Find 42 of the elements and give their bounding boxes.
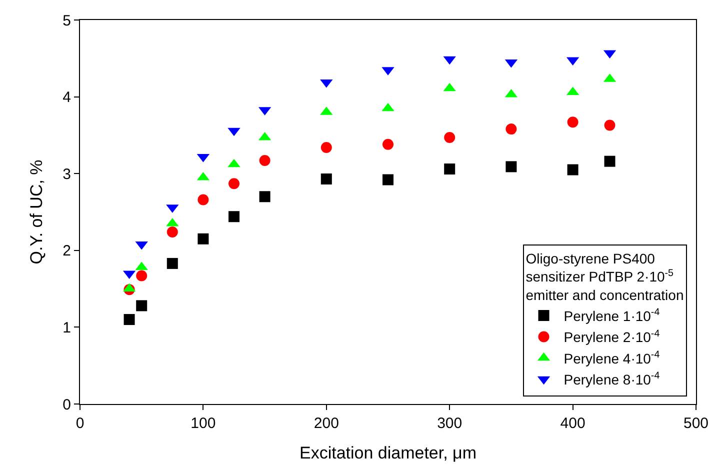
legend-title: Oligo-styrene PS400 sensitizer PdTBP 2·10$^{-5}$ emitter and concentration [526,250,684,303]
point [228,211,240,222]
point [444,132,456,143]
legend-label: Perylene 2·10$^{-4}$ [564,328,660,346]
point [320,173,332,184]
y-tick-label: 2 [62,242,71,260]
x-tick-label: 400 [560,415,586,432]
y-tick-label: 0 [62,396,71,414]
legend-label: Perylene 1·10$^{-4}$ [564,307,660,324]
x-axis-title: Excitation diameter, μm [299,443,477,462]
x-tick-label: 200 [314,415,339,432]
y-tick-label: 4 [62,89,71,106]
point [382,138,394,150]
point [567,116,578,128]
point [506,161,517,172]
point [259,155,270,166]
point [124,314,135,326]
point [506,124,517,135]
point [320,142,332,153]
y-tick-label: 1 [62,319,71,336]
point [604,120,616,131]
x-tick-label: 500 [683,415,709,432]
y-axis-title: Q.Y. of UC, % [27,160,46,264]
point [444,163,456,174]
point [136,270,148,282]
point [228,178,240,190]
x-tick-label: 300 [437,415,462,432]
legend-label: Perylene 8·10$^{-4}$ [564,370,660,388]
point [198,233,209,244]
y-tick-label: 5 [62,12,71,30]
legend-label: Perylene 4·10$^{-4}$ [564,350,660,366]
point [166,258,178,269]
point [382,174,394,186]
point [604,156,616,167]
point [567,164,578,176]
x-tick-label: 100 [190,415,216,432]
point [166,226,178,238]
point [198,194,209,206]
y-tick-label: 3 [62,166,71,183]
x-tick-label: 0 [76,415,84,432]
point [259,191,270,202]
point [136,300,148,312]
